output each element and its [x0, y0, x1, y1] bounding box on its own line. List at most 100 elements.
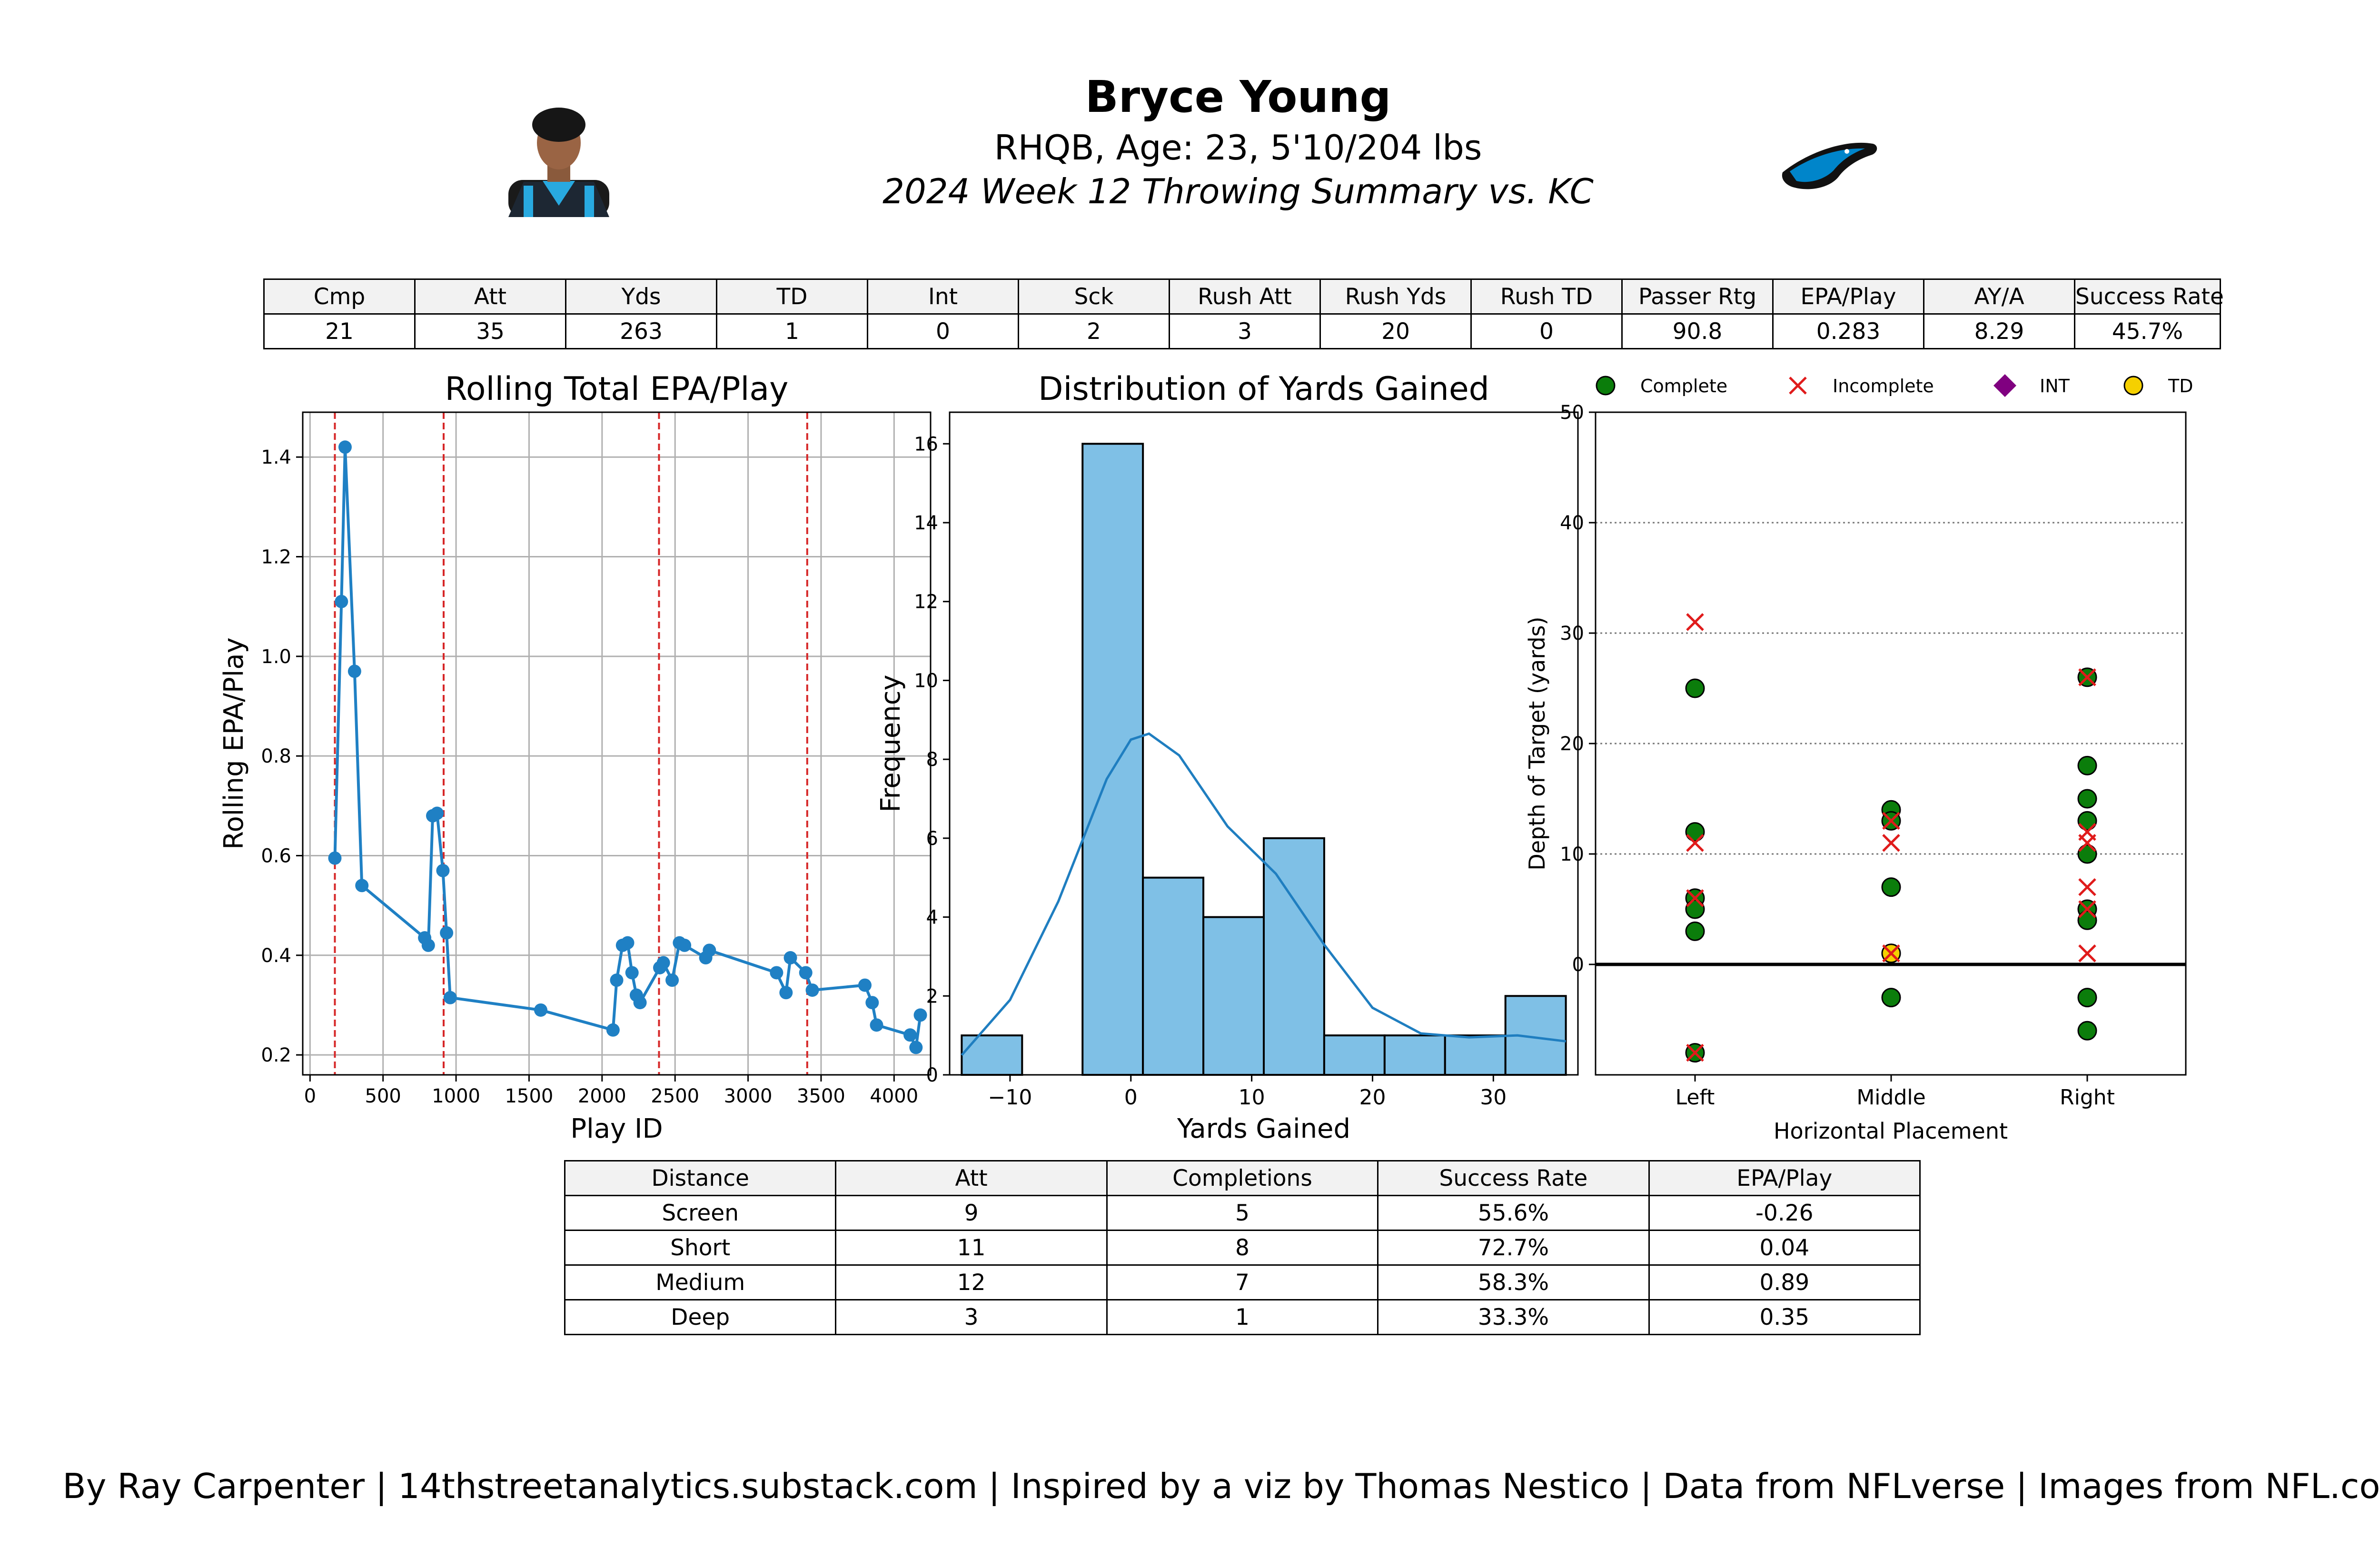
incomplete-pass-marker [1686, 834, 1704, 852]
distance-row: Screen 9 5 55.6% -0.26 [564, 1195, 1921, 1231]
stats-header-cell: Int [867, 278, 1019, 315]
distance-header-cell: Completions [1106, 1160, 1379, 1196]
y-tick-label: 30 [1560, 623, 1584, 645]
page-title: Bryce Young [1085, 71, 1391, 122]
y-axis-label: Frequency [875, 675, 906, 812]
epa-point [421, 938, 435, 952]
incomplete-pass-marker [2078, 834, 2096, 852]
y-tick-label: 1.2 [261, 546, 291, 568]
stats-header-cell: Att [414, 278, 566, 315]
x-tick-label: −10 [988, 1085, 1032, 1110]
epa-point [870, 1018, 883, 1032]
x-tick-label: Left [1676, 1085, 1715, 1110]
epa-point [913, 1008, 927, 1022]
complete-pass-marker [1685, 899, 1705, 919]
complete-pass-marker [1685, 678, 1705, 698]
histogram-bar [1142, 876, 1205, 1076]
legend-int-marker [1993, 374, 2016, 397]
x-tick-label: 3000 [724, 1085, 773, 1107]
stats-value-cell: 20 [1319, 313, 1472, 349]
y-tick-label: 2 [926, 985, 938, 1007]
rolling-epa-chart: 0 500 1000 1500 2000 2500 3000 3500 4000 0.2 0.4 0.… [218, 370, 932, 1144]
distance-cell: Deep [564, 1299, 837, 1335]
epa-point [443, 991, 457, 1004]
incomplete-pass-marker [1686, 613, 1704, 631]
distance-cell: 33.3% [1377, 1299, 1650, 1335]
incomplete-pass-marker [1882, 834, 1900, 852]
epa-point [606, 1023, 620, 1037]
stats-value-cell: 35 [414, 313, 566, 349]
histogram-bar [1202, 916, 1265, 1076]
stats-header-cell: Cmp [263, 278, 416, 315]
y-axis-label: Rolling EPA/Play [218, 637, 249, 850]
plot-frame [1595, 411, 2187, 1076]
histogram-bar [961, 1034, 1023, 1076]
epa-point [633, 996, 647, 1010]
complete-pass-marker [2077, 811, 2097, 831]
epa-point [440, 926, 454, 940]
panthers-logo [1782, 142, 1877, 189]
x-tick-label: 0 [1124, 1085, 1138, 1110]
plot-frame [949, 411, 1579, 1076]
kde-curve [961, 732, 1566, 1056]
x-tick-label: 4000 [870, 1085, 918, 1107]
stats-header-cell: Yds [565, 278, 717, 315]
distance-cell: 7 [1106, 1264, 1379, 1300]
histogram-bar [1323, 1034, 1386, 1076]
stats-header-cell: TD [716, 278, 868, 315]
x-tick-label: 0 [304, 1085, 316, 1107]
x-tick-label: 2000 [578, 1085, 626, 1107]
epa-point [903, 1028, 917, 1042]
stats-value-cell: 1 [716, 313, 868, 349]
distance-cell: 58.3% [1377, 1264, 1650, 1300]
legend-label: Complete [1640, 376, 1727, 397]
histogram-bar [1081, 443, 1144, 1076]
distance-cell: Screen [564, 1195, 837, 1231]
y-tick-label: 1.0 [261, 646, 291, 668]
distance-cell: 0.89 [1648, 1264, 1921, 1300]
epa-point [335, 595, 348, 608]
stats-header-cell: Sck [1018, 278, 1170, 315]
distance-cell: 5 [1106, 1195, 1379, 1231]
legend-label: INT [2040, 376, 2070, 397]
stats-header-cell: EPA/Play [1772, 278, 1924, 315]
stats-header-cell: Success Rate [2074, 278, 2224, 315]
complete-pass-marker [1685, 822, 1705, 842]
epa-point [328, 851, 342, 865]
y-tick-label: 0.6 [261, 845, 291, 867]
stats-header-cell: Passer Rtg [1621, 278, 1774, 315]
stats-value-cell: 0 [867, 313, 1019, 349]
epa-point [625, 966, 639, 980]
stats-header-cell: Rush Yds [1319, 278, 1472, 315]
distance-cell: Short [564, 1230, 837, 1266]
stats-value-cell: 21 [263, 313, 416, 349]
epa-point [436, 863, 450, 877]
y-tick-label: 16 [914, 433, 938, 455]
histogram-bar [1444, 1034, 1507, 1076]
y-tick-label: 14 [914, 512, 938, 534]
distance-cell: 8 [1106, 1230, 1379, 1266]
stats-header-cell: Rush TD [1470, 278, 1623, 315]
distance-cell: 55.6% [1377, 1195, 1650, 1231]
distance-row: Medium 12 7 58.3% 0.89 [564, 1264, 1921, 1300]
complete-pass-marker [1881, 877, 1901, 897]
epa-point [610, 973, 624, 987]
legend-incomplete-marker [1789, 377, 1807, 395]
x-axis-label: Yards Gained [1177, 1113, 1350, 1144]
complete-pass-marker [1685, 921, 1705, 941]
distance-cell: 3 [835, 1299, 1108, 1335]
stats-value-cell: 90.8 [1621, 313, 1774, 349]
distance-row: Deep 3 1 33.3% 0.35 [564, 1299, 1921, 1335]
y-tick-label: 20 [1560, 733, 1584, 755]
stats-value-cell: 2 [1018, 313, 1170, 349]
epa-point [338, 440, 352, 454]
credits-footer: By Ray Carpenter | 14thstreetanalytics.s… [62, 1466, 2380, 1506]
distance-cell: 12 [835, 1264, 1108, 1300]
stats-header-row: Cmp Att Yds TD Int Sck Rush Att Rush Yds… [263, 278, 2224, 315]
distance-row: Short 11 8 72.7% 0.04 [564, 1230, 1921, 1266]
x-axis-label: Play ID [570, 1113, 663, 1144]
y-tick-label: 10 [1560, 844, 1584, 865]
distance-cell: 0.35 [1648, 1299, 1921, 1335]
incomplete-pass-marker [2078, 900, 2096, 918]
